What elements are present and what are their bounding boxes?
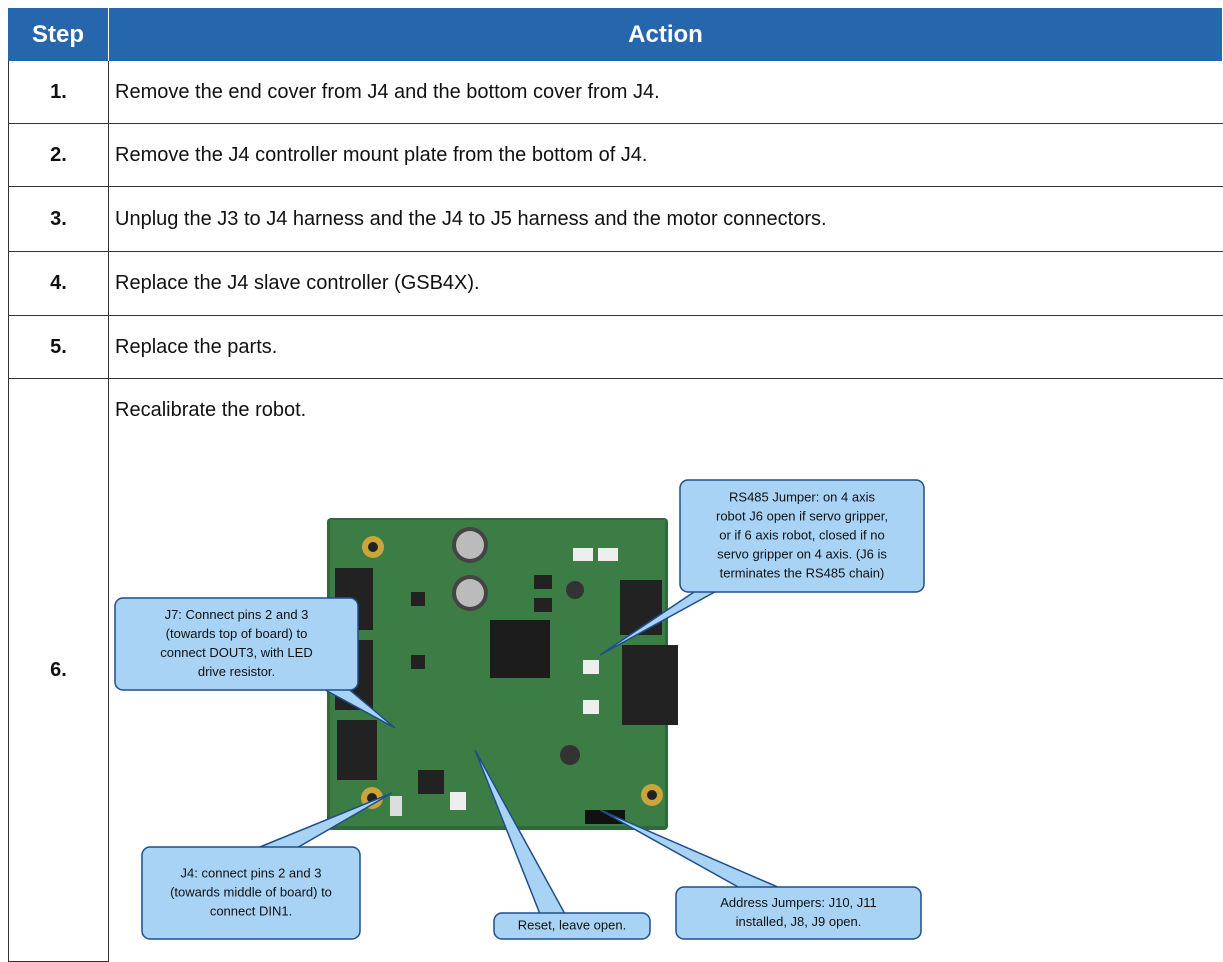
action-cell: Replace the J4 slave controller (GSB4X). (109, 252, 1223, 316)
step-cell: 5. (8, 316, 109, 379)
action-cell: Remove the J4 controller mount plate fro… (109, 124, 1223, 187)
action-cell: Replace the parts. (109, 316, 1223, 379)
header-step: Step (8, 8, 109, 61)
callout-box (141, 846, 361, 940)
callout-box (493, 912, 651, 940)
step-cell: 4. (8, 252, 109, 316)
action-cell: Unplug the J3 to J4 harness and the J4 t… (109, 187, 1223, 252)
callout-box (675, 886, 922, 940)
callout-text: or if 6 axis robot, closed if no (719, 527, 884, 542)
callout-text: installed, J8, J9 open. (736, 914, 862, 929)
action-cell: Remove the end cover from J4 and the bot… (109, 61, 1223, 124)
callout-text: J4: connect pins 2 and 3 (181, 865, 322, 880)
callout-text: connect DOUT3, with LED (160, 645, 312, 660)
callout-text: robot J6 open if servo gripper, (716, 508, 888, 523)
callout-text: connect DIN1. (210, 903, 292, 918)
callout-text: (towards top of board) to (166, 626, 308, 641)
action-cell: Recalibrate the robot. (115, 399, 307, 421)
pcb-photo (327, 518, 678, 830)
callout-tails (254, 587, 781, 915)
callout-box (679, 479, 925, 593)
callout-box (114, 597, 359, 691)
callout-text: terminates the RS485 chain) (720, 565, 885, 580)
callout-text: Address Jumpers: J10, J11 (720, 895, 877, 910)
callout-text: J7: Connect pins 2 and 3 (165, 607, 309, 622)
step-cell: 3. (8, 187, 109, 252)
callout-text: Reset, leave open. (518, 917, 626, 932)
header-action: Action (109, 8, 1223, 61)
step-cell: 1. (8, 61, 109, 124)
callout-text: servo gripper on 4 axis. (J6 is (717, 546, 887, 561)
step-cell: 2. (8, 124, 109, 187)
callout-text: drive resistor. (198, 664, 275, 679)
callout-text: RS485 Jumper: on 4 axis (729, 489, 875, 504)
callout-text: (towards middle of board) to (170, 884, 332, 899)
